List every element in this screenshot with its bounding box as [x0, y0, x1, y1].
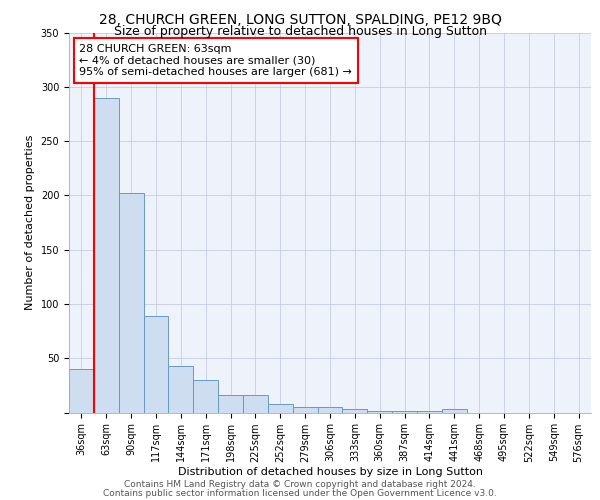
Text: Contains public sector information licensed under the Open Government Licence v3: Contains public sector information licen… — [103, 488, 497, 498]
Text: 28, CHURCH GREEN, LONG SUTTON, SPALDING, PE12 9BQ: 28, CHURCH GREEN, LONG SUTTON, SPALDING,… — [98, 12, 502, 26]
Bar — [119, 193, 143, 412]
Bar — [442, 409, 467, 412]
Bar — [293, 407, 317, 412]
Y-axis label: Number of detached properties: Number of detached properties — [25, 135, 35, 310]
Text: Contains HM Land Registry data © Crown copyright and database right 2024.: Contains HM Land Registry data © Crown c… — [124, 480, 476, 489]
Bar — [317, 407, 343, 412]
Bar — [218, 395, 243, 412]
Bar — [169, 366, 193, 412]
X-axis label: Distribution of detached houses by size in Long Sutton: Distribution of detached houses by size … — [178, 468, 482, 477]
Bar — [268, 404, 293, 412]
Text: 28 CHURCH GREEN: 63sqm
← 4% of detached houses are smaller (30)
95% of semi-deta: 28 CHURCH GREEN: 63sqm ← 4% of detached … — [79, 44, 352, 77]
Bar — [94, 98, 119, 412]
Bar — [343, 409, 367, 412]
Bar — [143, 316, 169, 412]
Text: Size of property relative to detached houses in Long Sutton: Size of property relative to detached ho… — [113, 25, 487, 38]
Bar — [193, 380, 218, 412]
Bar — [69, 369, 94, 412]
Bar — [243, 395, 268, 412]
